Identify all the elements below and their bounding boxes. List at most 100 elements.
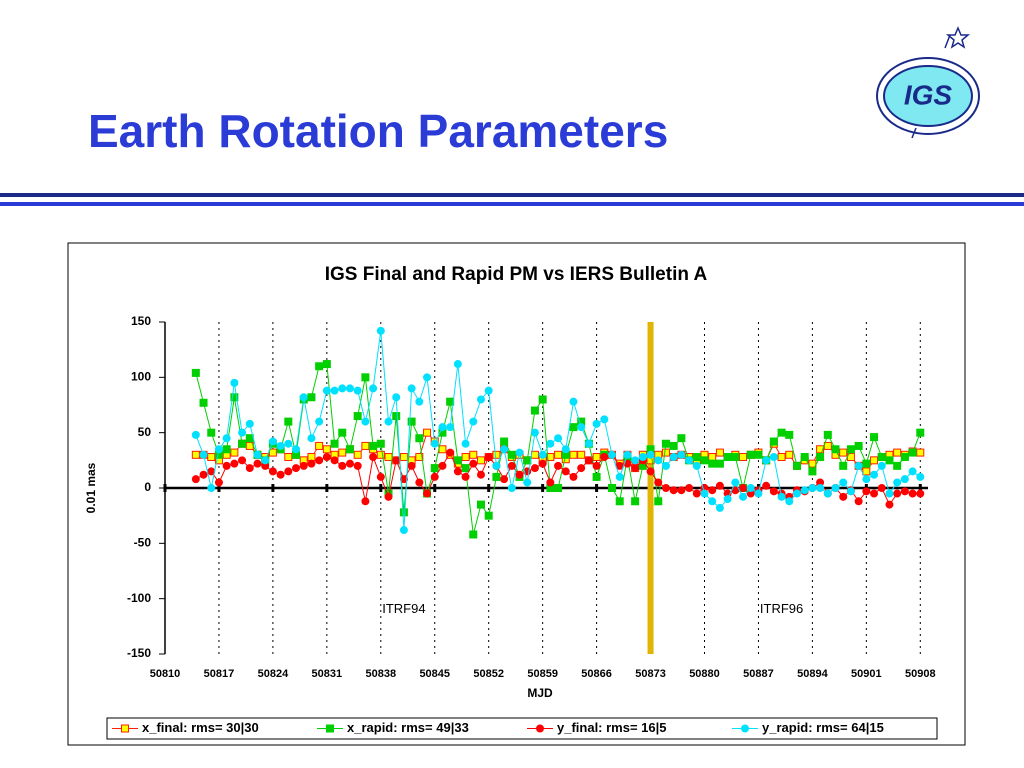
- data-point: [399, 475, 408, 484]
- data-point: [222, 461, 231, 470]
- logo-star: [945, 26, 971, 49]
- x-tick-label: 50866: [581, 668, 612, 680]
- data-point: [846, 487, 855, 496]
- data-point: [754, 489, 763, 498]
- data-point: [330, 456, 339, 465]
- data-point: [530, 406, 539, 415]
- data-point: [484, 386, 493, 395]
- data-point: [361, 417, 370, 426]
- data-point: [584, 439, 593, 448]
- data-point: [284, 453, 293, 462]
- data-point: [746, 450, 755, 459]
- data-point: [669, 453, 678, 462]
- data-point: [222, 445, 231, 454]
- data-point: [685, 456, 694, 465]
- data-point: [862, 475, 871, 484]
- x-tick-label: 50908: [905, 668, 936, 680]
- data-point: [253, 450, 262, 459]
- y-tick-label: 150: [131, 314, 151, 328]
- data-point: [739, 484, 748, 492]
- data-point: [723, 453, 732, 462]
- data-point: [831, 445, 840, 454]
- header-rule: [0, 193, 1024, 197]
- data-point: [353, 450, 362, 459]
- data-point: [916, 489, 925, 498]
- data-point: [677, 434, 686, 443]
- data-point: [230, 393, 239, 402]
- legend-label: x_final: rms= 30|30: [142, 720, 259, 735]
- data-point: [661, 439, 670, 448]
- data-point: [230, 459, 239, 468]
- data-point: [322, 360, 331, 369]
- data-point: [199, 470, 208, 479]
- data-point: [715, 459, 724, 468]
- legend-label: x_rapid: rms= 49|33: [347, 720, 469, 735]
- data-point: [854, 497, 863, 506]
- data-point: [661, 448, 670, 457]
- data-point: [762, 481, 771, 490]
- data-point: [230, 448, 239, 457]
- data-point: [741, 724, 749, 733]
- data-point: [307, 393, 316, 402]
- logo: IGS: [876, 26, 980, 139]
- data-point: [369, 384, 378, 393]
- data-point: [546, 439, 555, 448]
- data-point: [245, 419, 254, 428]
- logo-ring: [876, 57, 980, 135]
- data-point: [284, 467, 293, 476]
- data-point: [769, 453, 778, 462]
- data-point: [415, 434, 424, 443]
- data-point: [569, 450, 578, 459]
- data-point: [908, 489, 917, 498]
- data-point: [415, 397, 424, 406]
- data-point: [870, 489, 879, 498]
- data-point: [338, 384, 347, 393]
- data-point: [785, 497, 794, 506]
- data-point: [299, 461, 308, 470]
- data-point: [500, 445, 509, 454]
- data-point: [338, 428, 347, 437]
- data-point: [507, 461, 516, 470]
- data-point: [777, 428, 786, 437]
- data-point: [399, 526, 408, 535]
- data-point: [569, 472, 578, 481]
- data-point: [523, 478, 532, 487]
- data-point: [326, 724, 334, 733]
- x-tick-label: 50873: [635, 668, 666, 680]
- data-point: [276, 441, 285, 450]
- data-point: [839, 448, 848, 457]
- data-point: [536, 724, 544, 733]
- data-point: [592, 472, 601, 481]
- data-point: [484, 453, 493, 462]
- data-point: [245, 464, 254, 473]
- data-point: [893, 461, 902, 470]
- data-point: [315, 456, 324, 465]
- data-point: [469, 459, 478, 468]
- data-point: [908, 467, 917, 476]
- data-point: [769, 437, 778, 446]
- data-point: [492, 450, 501, 459]
- legend-box: [106, 717, 938, 740]
- data-point: [808, 484, 817, 492]
- data-point: [515, 448, 524, 457]
- data-point: [369, 453, 378, 462]
- data-point: [515, 470, 524, 479]
- data-point: [345, 384, 354, 393]
- data-point: [407, 417, 416, 426]
- data-point: [615, 472, 624, 481]
- data-point: [438, 445, 447, 454]
- data-point: [862, 459, 871, 468]
- data-point: [492, 472, 501, 481]
- data-point: [600, 453, 609, 462]
- data-point: [507, 484, 516, 492]
- data-point: [661, 461, 670, 470]
- data-point: [399, 453, 408, 462]
- data-point: [523, 456, 532, 465]
- data-point: [276, 470, 285, 479]
- data-point: [769, 487, 778, 496]
- x-axis-label: MJD: [527, 686, 553, 700]
- data-point: [423, 428, 432, 437]
- data-point: [376, 450, 385, 459]
- data-point: [261, 456, 270, 465]
- chart-frame: [67, 242, 966, 746]
